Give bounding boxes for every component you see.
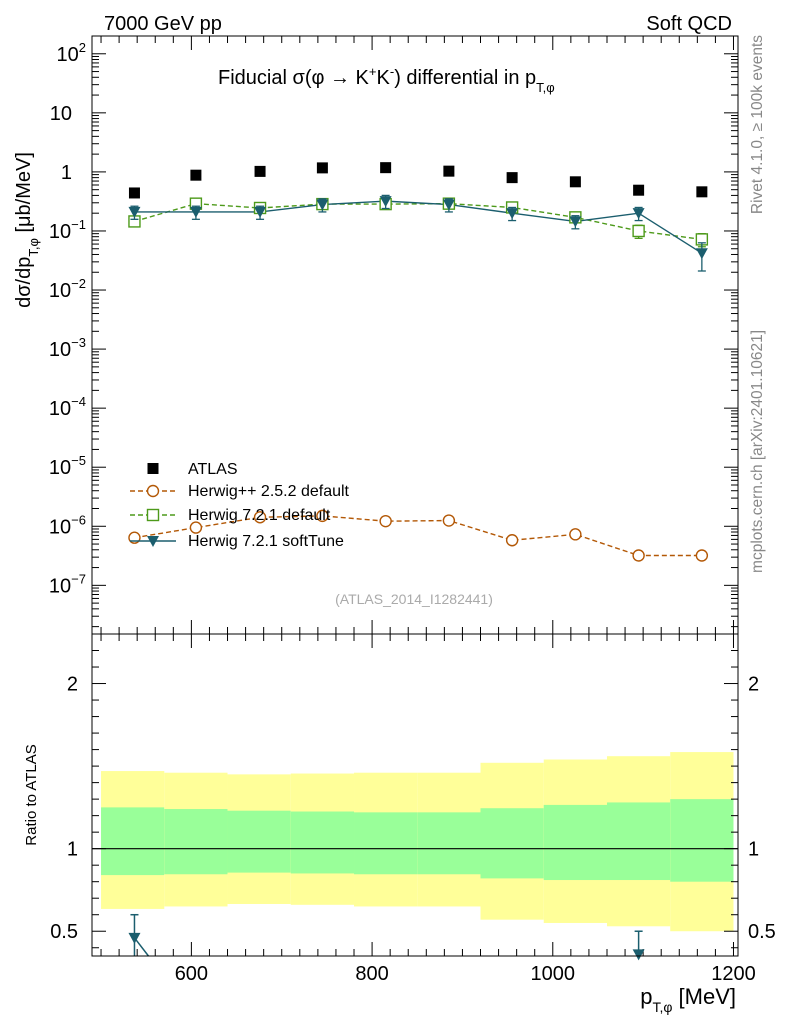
main-panel: 102 10 1 10−1 10−2 10−3 10−4 10−5 10−6 10−7 Fiduc… [13, 35, 739, 635]
atlas-point [506, 172, 518, 184]
atlas-point [569, 176, 581, 188]
band-inner [164, 809, 228, 875]
legend-atlas-marker [147, 463, 159, 474]
ratio-y-tick-label-right: 0.5 [748, 921, 776, 943]
band-inner [417, 812, 481, 875]
y-tick-label: 10−3 [49, 335, 86, 361]
softtune-point [506, 208, 519, 220]
legend-label: Herwig 7.2.1 default [188, 507, 331, 524]
legend-softtune-marker [147, 536, 159, 547]
y-tick-label: 10 [50, 103, 72, 125]
watermark: (ATLAS_2014_I1282441) [335, 591, 493, 607]
herwigpp-point [505, 534, 519, 547]
legend-herwigpp-marker [146, 484, 160, 498]
atlas-point [633, 184, 645, 196]
herwig721-line [134, 202, 702, 241]
legend-herwig721-marker [146, 508, 160, 522]
atlas-point [316, 162, 328, 174]
band-inner [101, 807, 165, 876]
legend: ATLAS Herwig++ 2.5.2 default Herwig 7.2.1 … [130, 461, 350, 550]
softtune-point [569, 216, 582, 228]
y-axis-label: dσ/dpT,φ [μb/MeV] [13, 152, 41, 308]
herwigpp-line [134, 515, 702, 557]
herwigpp-point [316, 509, 329, 523]
rivet-label: Rivet 4.1.0, ≥ 100k events [749, 35, 766, 214]
softtune-point [695, 248, 708, 260]
x-axis-label: pT,φ [MeV] [640, 984, 736, 1015]
header-right: Soft QCD [646, 13, 732, 35]
x-tick-label: 600 [175, 963, 208, 985]
y-tick-label: 10−7 [49, 571, 86, 597]
softtune-point [254, 206, 267, 218]
ratio-y-tick-label-right: 1 [748, 839, 759, 861]
y-tick-label: 10−2 [49, 276, 86, 302]
band-inner [670, 799, 734, 882]
atlas-point [190, 169, 202, 181]
legend-label: Herwig 7.2.1 softTune [188, 533, 344, 550]
herwigpp-point [569, 528, 582, 541]
x-tick-label: 800 [355, 963, 388, 985]
legend-label: ATLAS [188, 461, 238, 478]
y-tick-label: 102 [57, 40, 86, 66]
y-tick-label: 1 [61, 162, 72, 184]
herwigpp-point [379, 514, 392, 528]
softtune-point [128, 206, 141, 218]
header-left: 7000 GeV pp [104, 13, 222, 35]
atlas-point [254, 165, 266, 177]
ratio-y-label: Ratio to ATLAS [23, 744, 40, 845]
y-tick-label: 10−1 [49, 217, 86, 243]
band-inner [227, 810, 291, 873]
softtune-line [134, 200, 703, 254]
band-inner [543, 804, 607, 881]
band-inner [354, 812, 418, 875]
softtune-point [442, 199, 455, 211]
ratio-frame [91, 633, 739, 957]
atlas-point [128, 187, 140, 199]
atlas-point [443, 165, 455, 177]
band-inner [290, 811, 355, 874]
legend-label: Herwig++ 2.5.2 default [188, 483, 350, 500]
ratio-y-tick-label: 1 [67, 839, 78, 861]
softtune-point [316, 199, 329, 211]
x-tick-label: 1000 [531, 963, 576, 985]
atlas-point [380, 162, 392, 174]
herwigpp-point [442, 514, 456, 527]
herwigpp-point [632, 549, 645, 562]
ratio-softtune-line [133, 937, 150, 957]
herwigpp-point [189, 521, 203, 534]
herwigpp-point [253, 511, 267, 524]
ratio-y-tick-label: 0.5 [50, 921, 78, 943]
chart-title: Fiducial σ(φ → K+K-) differential in pT,… [218, 64, 555, 95]
softtune-point [379, 196, 392, 208]
softtune-point [189, 206, 202, 218]
y-tick-label: 10−5 [49, 453, 86, 479]
band-inner [606, 802, 671, 881]
y-tick-label: 10−4 [49, 394, 86, 420]
herwigpp-point [695, 549, 709, 562]
mcplots-label: mcplots.cern.ch [arXiv:2401.10621] [749, 330, 766, 573]
ratio-y-tick-label-right: 2 [748, 674, 759, 696]
ratio-softtune-point [632, 949, 645, 961]
ratio-y-tick-label: 2 [67, 674, 78, 696]
herwig721-point [632, 224, 645, 238]
atlas-point [696, 186, 708, 198]
band-inner [480, 808, 544, 879]
x-tick-label: 1200 [711, 963, 756, 985]
softtune-point [632, 208, 645, 220]
y-tick-label: 10−6 [49, 512, 86, 538]
